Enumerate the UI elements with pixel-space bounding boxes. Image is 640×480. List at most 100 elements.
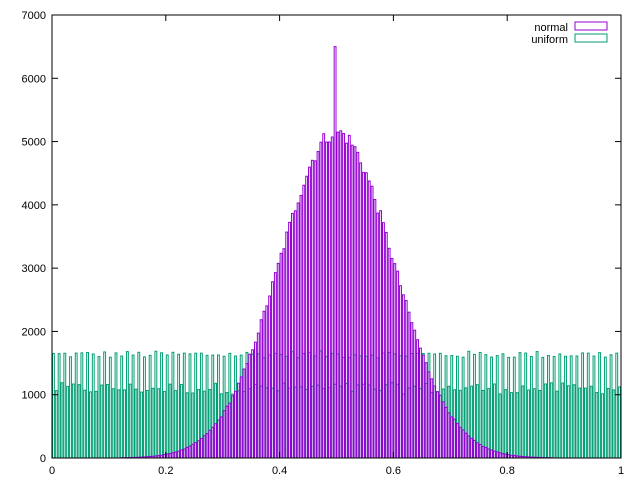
normal-bar: [396, 270, 400, 459]
normal-bar: [421, 354, 425, 459]
uniform-bar: [137, 351, 141, 459]
uniform-bar: [117, 389, 121, 459]
normal-bar: [504, 453, 508, 459]
normal-bar: [450, 416, 454, 459]
normal-bar: [225, 405, 229, 459]
uniform-bar: [100, 384, 104, 459]
uniform-bar: [125, 351, 129, 459]
normal-bar: [487, 448, 491, 459]
uniform-bar: [515, 392, 519, 459]
normal-bar: [424, 362, 428, 459]
uniform-bar: [478, 351, 482, 459]
uniform-bar: [60, 382, 64, 459]
uniform-bar: [114, 352, 118, 459]
normal-bar: [384, 231, 388, 459]
normal-bar: [180, 449, 183, 459]
y-tick-label: 4000: [22, 200, 46, 212]
normal-bar: [376, 212, 380, 459]
normal-bar: [248, 353, 252, 459]
uniform-bar: [165, 354, 169, 459]
y-tick-label: 0: [40, 453, 46, 465]
uniform-bar: [578, 387, 582, 459]
normal-bar: [419, 347, 422, 459]
uniform-bar: [547, 355, 550, 459]
normal-bar: [464, 432, 468, 459]
normal-bar: [239, 376, 243, 459]
normal-bar: [222, 410, 226, 459]
uniform-bar: [487, 388, 491, 459]
normal-bar: [475, 442, 479, 459]
uniform-bar: [188, 353, 192, 459]
uniform-bar: [535, 351, 539, 459]
normal-bar: [467, 435, 471, 459]
normal-bar: [430, 378, 434, 459]
uniform-bar: [106, 383, 109, 459]
normal-bar: [407, 311, 411, 459]
y-tick-label: 2000: [22, 326, 46, 338]
uniform-bar: [549, 382, 553, 459]
uniform-bar: [157, 388, 161, 459]
normal-bar: [495, 451, 499, 459]
uniform-bar: [555, 390, 559, 459]
normal-bar: [433, 385, 437, 459]
normal-bar: [319, 141, 323, 459]
normal-bar: [259, 319, 263, 459]
normal-bar: [293, 210, 297, 459]
uniform-bar: [66, 385, 70, 459]
normal-bar: [310, 159, 314, 459]
uniform-bar: [54, 390, 58, 459]
uniform-bar: [63, 352, 67, 459]
normal-bar: [188, 445, 192, 459]
normal-bar: [279, 252, 283, 459]
normal-bar: [177, 450, 181, 459]
uniform-bar: [88, 391, 92, 459]
uniform-bar: [495, 355, 499, 459]
normal-bar: [208, 429, 212, 459]
normal-bar: [302, 184, 306, 459]
uniform-bar: [510, 392, 513, 459]
x-tick-label: 0: [49, 465, 55, 477]
uniform-bar: [507, 356, 511, 459]
uniform-bar: [618, 386, 622, 459]
normal-bar: [197, 440, 200, 459]
y-tick-label: 3000: [22, 263, 46, 275]
uniform-bar: [564, 355, 567, 459]
uniform-bar: [561, 382, 565, 459]
normal-bar: [234, 390, 237, 459]
normal-bar: [410, 322, 414, 459]
normal-bar: [299, 194, 303, 459]
normal-bar: [253, 341, 257, 459]
uniform-bar: [140, 391, 144, 459]
uniform-bar: [544, 383, 548, 459]
uniform-bar: [174, 390, 178, 459]
y-axis-ticks: 0 1000 2000 3000 4000 5000 6000 7000: [22, 10, 621, 465]
uniform-bar: [552, 355, 556, 459]
uniform-bar: [601, 393, 604, 459]
uniform-bar: [606, 387, 610, 459]
uniform-bar: [527, 389, 530, 459]
normal-bar: [162, 454, 166, 459]
normal-bar: [182, 448, 186, 459]
normal-bar: [330, 136, 334, 459]
normal-bar: [455, 422, 459, 459]
normal-bar: [350, 144, 354, 459]
uniform-bar: [524, 352, 528, 459]
uniform-bar: [171, 351, 175, 459]
uniform-bar: [589, 385, 593, 459]
normal-bar: [251, 349, 254, 459]
normal-bar: [373, 198, 377, 459]
normal-bar: [316, 151, 320, 459]
normal-bar: [473, 439, 476, 459]
normal-bar: [242, 368, 246, 459]
normal-bar: [256, 332, 260, 459]
normal-bar: [481, 445, 485, 459]
legend-swatch-uniform: [574, 33, 608, 43]
normal-bar: [290, 212, 294, 459]
legend-label-normal: normal: [534, 22, 568, 34]
normal-bar: [458, 426, 462, 459]
uniform-bar: [603, 356, 607, 459]
uniform-bar: [103, 351, 107, 459]
legend-swatch-normal: [574, 21, 608, 31]
normal-bar: [382, 222, 385, 459]
normal-bar: [322, 133, 326, 459]
